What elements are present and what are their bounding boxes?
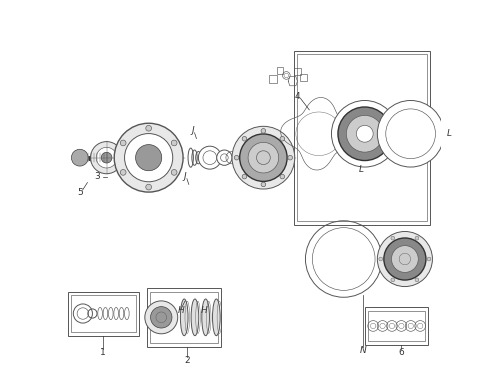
Bar xyxy=(364,307,428,345)
Circle shape xyxy=(72,149,88,166)
Circle shape xyxy=(234,155,239,160)
Circle shape xyxy=(415,236,419,240)
Circle shape xyxy=(240,134,287,181)
Bar xyxy=(146,288,222,347)
Circle shape xyxy=(90,142,122,174)
Circle shape xyxy=(172,170,177,175)
Circle shape xyxy=(216,150,232,165)
Bar xyxy=(72,295,136,332)
Circle shape xyxy=(150,307,172,328)
Circle shape xyxy=(145,301,178,334)
Circle shape xyxy=(378,232,432,287)
Ellipse shape xyxy=(212,299,220,336)
Text: 6: 6 xyxy=(398,348,404,357)
Text: J: J xyxy=(192,126,194,135)
Circle shape xyxy=(96,147,117,168)
Circle shape xyxy=(280,137,284,141)
Circle shape xyxy=(332,100,398,167)
Text: H: H xyxy=(178,306,184,315)
Circle shape xyxy=(248,142,278,173)
Circle shape xyxy=(120,170,126,175)
Bar xyxy=(300,74,307,81)
Circle shape xyxy=(378,100,444,167)
Bar xyxy=(68,291,139,336)
Text: 3: 3 xyxy=(94,172,100,181)
Circle shape xyxy=(146,125,152,131)
Circle shape xyxy=(146,184,152,190)
Text: 4: 4 xyxy=(295,92,300,101)
Circle shape xyxy=(198,146,222,169)
Circle shape xyxy=(242,137,247,141)
Text: 1: 1 xyxy=(100,348,105,357)
Circle shape xyxy=(392,246,418,272)
Circle shape xyxy=(391,278,395,282)
Circle shape xyxy=(391,236,395,240)
Text: L: L xyxy=(447,129,452,138)
Circle shape xyxy=(242,174,247,179)
Circle shape xyxy=(379,257,382,261)
Circle shape xyxy=(172,140,177,146)
Bar xyxy=(368,311,425,341)
Circle shape xyxy=(288,155,292,160)
Text: H: H xyxy=(200,306,207,315)
Bar xyxy=(297,54,426,221)
Ellipse shape xyxy=(180,299,188,336)
Ellipse shape xyxy=(202,299,209,336)
Circle shape xyxy=(415,278,419,282)
Circle shape xyxy=(120,140,126,146)
Bar xyxy=(294,50,430,225)
Circle shape xyxy=(124,133,172,182)
Circle shape xyxy=(114,123,183,192)
Circle shape xyxy=(280,174,284,179)
Circle shape xyxy=(427,257,431,261)
Bar xyxy=(294,68,301,75)
Text: N: N xyxy=(360,346,366,355)
Circle shape xyxy=(261,182,266,187)
Bar xyxy=(150,291,218,343)
Text: 2: 2 xyxy=(184,356,190,365)
Bar xyxy=(269,75,277,83)
Text: J: J xyxy=(184,172,186,181)
Text: 5: 5 xyxy=(77,187,82,197)
Circle shape xyxy=(232,126,294,189)
Circle shape xyxy=(346,115,383,152)
Bar xyxy=(277,67,283,74)
Circle shape xyxy=(338,107,392,161)
Circle shape xyxy=(136,145,162,171)
Circle shape xyxy=(101,152,112,163)
Ellipse shape xyxy=(191,299,199,336)
Text: L: L xyxy=(358,165,364,174)
Circle shape xyxy=(261,128,266,133)
Circle shape xyxy=(356,125,373,142)
Circle shape xyxy=(384,238,426,280)
